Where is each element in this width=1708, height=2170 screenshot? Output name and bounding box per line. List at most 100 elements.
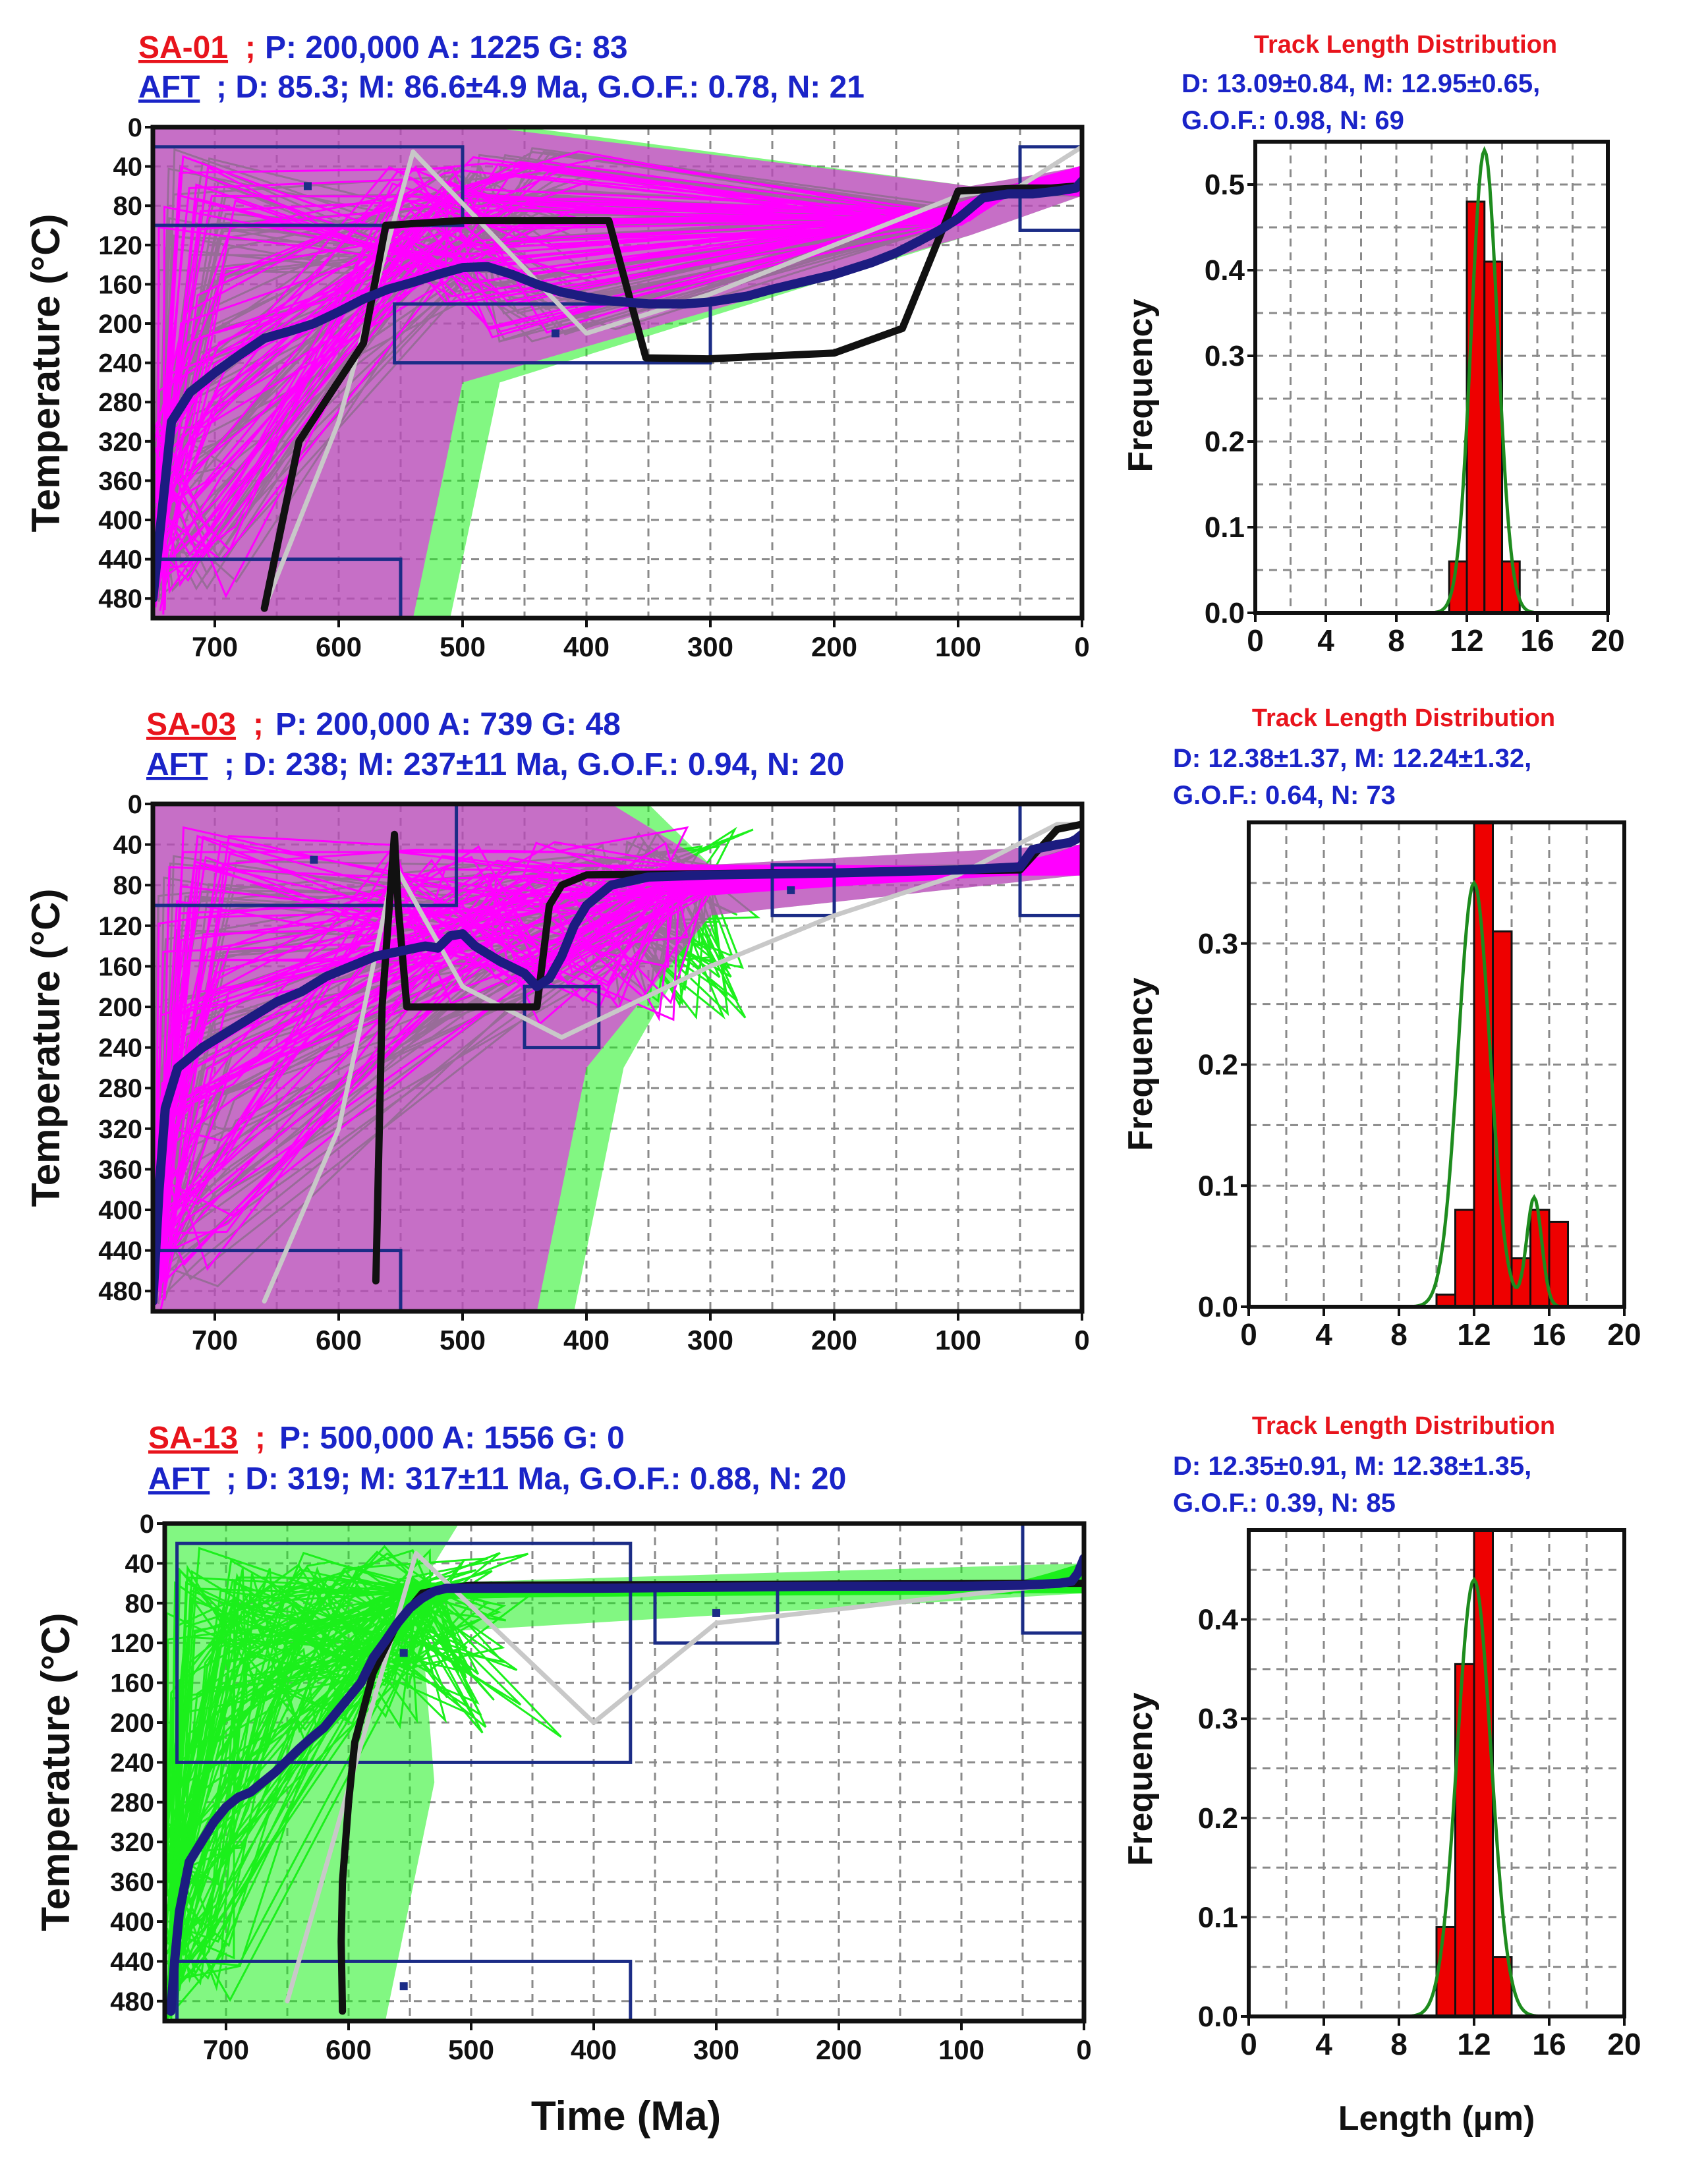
hist-y-ticks: 0.0 0.1 0.2 0.3	[1198, 928, 1249, 1323]
constraint-marker	[787, 886, 795, 894]
hist-stats-line1: D: 13.09±0.84, M: 12.95±0.65,	[1181, 69, 1540, 98]
y-tick-label: 400	[110, 1908, 154, 1937]
tt-header-sa-03: SA-03 ; P: 200,000 A: 739 G: 48 AFT ; D:…	[146, 707, 844, 782]
hist-title: Track Length Distribution	[1252, 704, 1555, 732]
hist-y-axis-label: Frequency	[1122, 977, 1160, 1151]
hist-x-ticks: 0 4 8 12 16 20	[1247, 613, 1625, 658]
y-tick-label: 320	[98, 1115, 142, 1144]
x-tick-label: 0	[1074, 631, 1089, 662]
constraint-box	[153, 145, 465, 227]
x-tick-label: 0	[1076, 2034, 1091, 2065]
aft-label: AFT	[146, 747, 208, 782]
y-tick-label: 0.0	[1205, 597, 1245, 629]
tt-series	[153, 144, 1082, 612]
x-tick-label: 400	[563, 1325, 610, 1356]
y-tick-label: 0.1	[1205, 511, 1245, 544]
y-axis-label: Temperature (°C)	[24, 889, 68, 1207]
aft-label: AFT	[138, 70, 200, 105]
x-tick-label: 300	[687, 1325, 733, 1356]
constraint-box	[393, 302, 712, 365]
x-tick-label: 600	[316, 631, 362, 662]
y-tick-label: 240	[98, 1034, 142, 1063]
y-tick-label: 80	[125, 1589, 155, 1618]
weighted-mean-path	[153, 830, 1082, 1306]
x-tick-label: 200	[816, 2034, 862, 2065]
tt-y-ticks: 0 40 80 120 160 200 240 280 320 360 400 440 480	[110, 1510, 165, 2016]
y-tick-label: 0	[128, 790, 142, 819]
sample-name: SA-03	[146, 707, 236, 742]
y-tick-label: 40	[113, 831, 143, 860]
x-tick-label: 16	[1532, 1317, 1566, 1352]
weighted-mean-path	[153, 176, 1082, 604]
y-tick-label: 240	[98, 349, 142, 378]
hist-y-ticks: 0.0 0.1 0.2 0.3 0.4	[1198, 1604, 1249, 2033]
hist-plot-frame	[1253, 140, 1610, 615]
hist-panel-sa-01: Track Length Distribution D: 13.09±0.84,…	[1122, 31, 1625, 658]
tt-panel-sa-01: SA-01 ; P: 200,000 A: 1225 G: 83 AFT ; D…	[24, 30, 1090, 662]
hist-stats-line1: D: 12.35±0.91, M: 12.38±1.35,	[1173, 1452, 1531, 1481]
sample-name: SA-01	[138, 30, 228, 65]
model-stats: P: 200,000 A: 1225 G: 83	[265, 30, 628, 65]
y-tick-label: 80	[113, 192, 143, 221]
constraint-box	[175, 1541, 633, 1764]
x-tick-label: 700	[203, 2034, 249, 2065]
tt-plot-frame	[162, 1521, 1087, 2024]
hist-fit	[1249, 1576, 1624, 2016]
y-tick-label: 480	[98, 1277, 142, 1306]
x-tick-label: 500	[440, 631, 486, 662]
hist-title: Track Length Distribution	[1252, 1412, 1555, 1440]
constraint-marker	[399, 1982, 408, 1991]
sample-separator: ;	[245, 30, 256, 65]
x-tick-label: 0	[1074, 1325, 1089, 1356]
tt-y-ticks: 0 40 80 120 160 200 240 280 320 360 400 440 480	[98, 790, 153, 1306]
hist-stats-line2: G.O.F.: 0.39, N: 85	[1173, 1489, 1396, 1518]
y-tick-label: 0.0	[1198, 1291, 1238, 1323]
x-tick-label: 600	[316, 1325, 362, 1356]
x-tick-label: 16	[1520, 623, 1554, 658]
tt-cloud-envelope	[165, 1524, 1084, 2021]
x-tick-label: 8	[1388, 623, 1405, 658]
constraint-marker	[310, 855, 318, 864]
y-tick-label: 440	[98, 546, 142, 575]
x-tick-label: 400	[571, 2034, 617, 2065]
x-tick-label: 4	[1315, 2027, 1332, 2061]
aft-label: AFT	[148, 1462, 210, 1497]
model-stats: P: 200,000 A: 739 G: 48	[275, 707, 621, 742]
constraint-marker	[552, 329, 559, 337]
tt-series	[166, 1551, 1084, 2016]
hist-gridlines	[1249, 1530, 1624, 2016]
hist-x-ticks: 0 4 8 12 16 20	[1240, 1307, 1641, 1352]
y-tick-label: 440	[110, 1947, 154, 1976]
y-tick-label: 280	[98, 1074, 142, 1103]
tt-x-ticks: 700 600 500 400 300 200 100 0	[203, 2021, 1092, 2065]
y-tick-label: 400	[98, 506, 142, 535]
model-stats: P: 500,000 A: 1556 G: 0	[279, 1421, 625, 1456]
x-tick-label: 8	[1390, 2027, 1408, 2061]
tt-series	[153, 820, 1082, 1306]
y-tick-label: 0.4	[1198, 1604, 1239, 1636]
y-tick-label: 360	[98, 1155, 142, 1184]
x-tick-label: 4	[1317, 623, 1334, 658]
y-tick-label: 320	[110, 1828, 154, 1857]
x-tick-label: 20	[1607, 1317, 1641, 1352]
y-tick-label: 160	[98, 270, 142, 299]
tt-header-sa-13: SA-13 ; P: 500,000 A: 1556 G: 0 AFT ; D:…	[148, 1421, 846, 1497]
x-tick-label: 500	[448, 2034, 494, 2065]
x-tick-label: 200	[811, 1325, 857, 1356]
constraint-box	[153, 804, 459, 907]
x-tick-label: 20	[1607, 2027, 1641, 2061]
x-tick-label: 4	[1315, 1317, 1332, 1352]
hist-plot-frame	[1247, 1528, 1626, 2018]
tt-panel-sa-13: SA-13 ; P: 500,000 A: 1556 G: 0 AFT ; D:…	[34, 1421, 1092, 2139]
y-tick-label: 200	[110, 1709, 154, 1738]
x-tick-label: 600	[326, 2034, 372, 2065]
x-tick-label: 0	[1240, 1317, 1257, 1352]
tt-y-ticks: 0 40 80 120 160 200 240 280 320 360 400 440 480	[98, 113, 153, 614]
y-tick-label: 0.0	[1198, 2001, 1238, 2033]
fitted-distribution-curve	[1249, 1576, 1624, 2016]
x-tick-label: 0	[1240, 2027, 1257, 2061]
y-tick-label: 400	[98, 1196, 142, 1225]
y-tick-label: 200	[98, 310, 142, 339]
y-tick-label: 240	[110, 1748, 154, 1777]
y-tick-label: 480	[110, 1987, 154, 2016]
